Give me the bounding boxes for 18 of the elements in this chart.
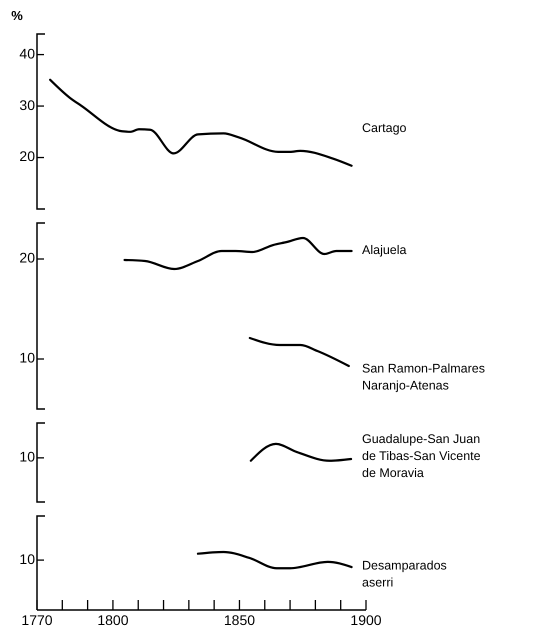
series-label: Guadalupe-San Juan de Tibas-San Vicente de Moravia <box>362 432 481 480</box>
y-tick-label: 20 <box>19 148 36 164</box>
series-label: Alajuela <box>362 243 407 258</box>
series-label: San Ramon-Palmares Naranjo-Atenas <box>362 362 485 393</box>
line-series <box>49 78 353 167</box>
x-tick-label: 1800 <box>97 612 129 628</box>
y-tick-label: 30 <box>19 96 36 113</box>
y-tick-label: 40 <box>19 45 36 62</box>
y-axis-title: % <box>11 8 24 23</box>
x-tick-label: 1850 <box>224 612 256 628</box>
line-series <box>123 236 353 270</box>
line-series <box>248 336 350 368</box>
x-tick-label: 1770 <box>21 612 53 628</box>
x-tick-label: 1900 <box>350 612 382 628</box>
series-label: Desamparados aserri <box>362 558 447 590</box>
text: Cartago <box>362 121 407 136</box>
y-tick-label: 10 <box>19 350 36 366</box>
y-tick-label: 20 <box>19 250 36 266</box>
